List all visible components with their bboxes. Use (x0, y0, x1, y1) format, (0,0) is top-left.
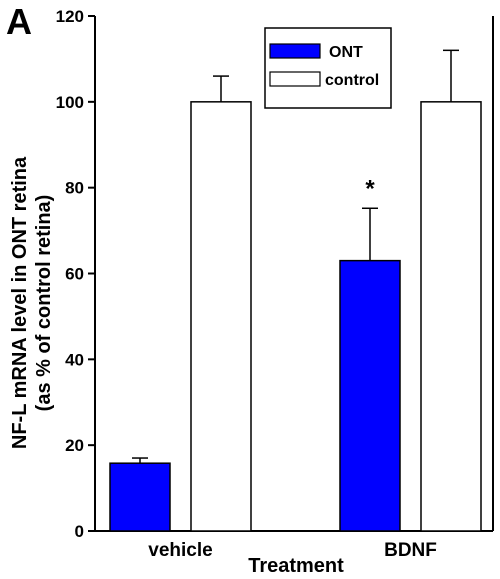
legend-swatch-ont (269, 43, 321, 59)
legend-box (264, 27, 392, 109)
y-axis-label-line-2: (as % of control retina) (33, 195, 55, 412)
y-tick-label: 80 (65, 179, 84, 198)
y-axis-title: NF-L mRNA level in ONT retina (as % of c… (9, 156, 55, 449)
y-tick-label: 60 (65, 265, 84, 284)
x-axis-label: Treatment (248, 555, 344, 577)
significance-marker: * (365, 175, 375, 202)
y-tick-label: 20 (65, 436, 84, 455)
x-tick-label: BDNF (384, 540, 437, 561)
legend-label-ont: ONT (329, 44, 363, 61)
y-axis-label-line-1: NF-L mRNA level in ONT retina (9, 156, 31, 449)
bar-control-vehicle (190, 101, 252, 532)
panel-label: A (6, 1, 32, 42)
plot-area: 0 20 40 60 80 100 120 vehicle BDNF * (56, 7, 494, 561)
legend-swatch-control (269, 71, 321, 87)
x-tick-label: vehicle (148, 540, 212, 561)
legend: ONT control (264, 27, 392, 109)
y-tick-label: 40 (65, 350, 84, 369)
bar-control-bdnf (420, 101, 482, 532)
y-tick-label: 120 (56, 7, 84, 26)
bar-ont-bdnf (339, 259, 401, 532)
y-tick-label: 0 (75, 522, 84, 541)
legend-label-control: control (325, 72, 379, 89)
bar-ont-vehicle (109, 462, 171, 532)
y-tick-label: 100 (56, 93, 84, 112)
